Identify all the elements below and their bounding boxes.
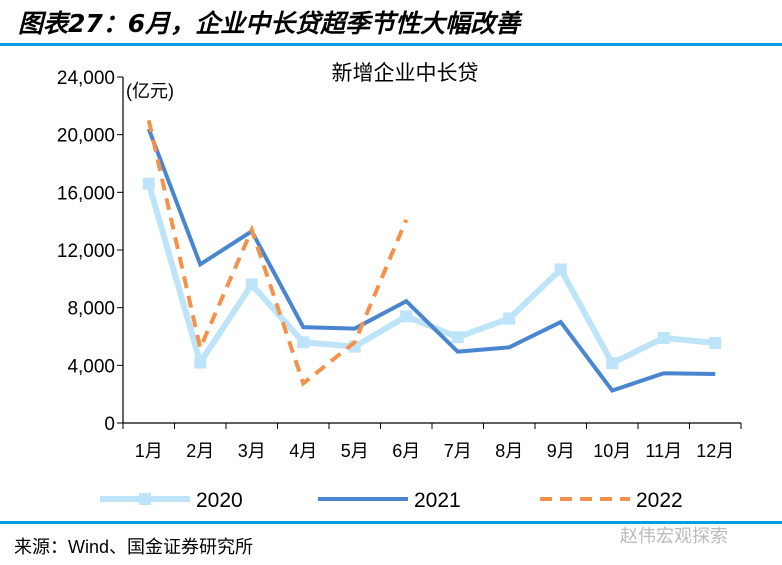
figure-title: 图表27：6月，企业中长贷超季节性大幅改善: [18, 9, 521, 38]
x-tick-label: 3月: [238, 441, 266, 461]
x-tick-label: 5月: [341, 441, 369, 461]
y-tick-label: 12,000: [57, 241, 115, 262]
watermark: 赵伟宏观探索: [620, 526, 728, 546]
data-point-2020: [245, 278, 258, 291]
data-point-2020: [297, 336, 310, 349]
data-point-2020: [657, 331, 670, 344]
data-point-2020: [142, 177, 155, 190]
series-line-2020: [145, 182, 716, 370]
x-tick-label: 7月: [444, 441, 472, 461]
data-point-2020: [400, 310, 413, 323]
y-tick-label: 20,000: [57, 126, 115, 147]
x-tick-label: 8月: [495, 441, 523, 461]
y-tick-label: 24,000: [57, 68, 115, 89]
x-tick-label: 1月: [135, 441, 163, 461]
data-point-2020: [606, 357, 619, 370]
legend-label-2020: 2020: [196, 489, 243, 512]
x-tick-label: 6月: [392, 441, 420, 461]
y-axis-unit: (亿元): [126, 81, 174, 101]
series-line-2021: [146, 128, 716, 393]
x-tick-label: 12月: [696, 441, 734, 461]
y-tick-label: 0: [104, 414, 115, 435]
legend-label-2022: 2022: [636, 489, 683, 512]
line-chart: 新增企业中长贷 (亿元) 0 4,000 8,000 12,000 16,000 20,000…: [57, 61, 742, 512]
data-point-2020: [451, 331, 464, 344]
y-tick-label: 8,000: [67, 299, 115, 320]
chart-title: 新增企业中长贷: [332, 61, 479, 85]
data-point-2020: [554, 263, 567, 276]
bottom-rule: [0, 521, 782, 524]
x-tick-label: 2月: [186, 441, 214, 461]
x-tick-label: 11月: [645, 441, 682, 461]
series-line-2022: [146, 119, 409, 387]
data-point-2020: [194, 356, 207, 369]
legend-marker-2020: [139, 493, 151, 505]
data-point-2020: [503, 312, 516, 325]
x-tick-label: 9月: [547, 441, 575, 461]
legend-label-2021: 2021: [414, 489, 461, 512]
source-note: 来源：Wind、国金证券研究所: [14, 537, 254, 557]
data-point-2020: [709, 336, 722, 349]
x-tick-label: 4月: [289, 441, 317, 461]
y-tick-label: 16,000: [57, 183, 115, 204]
x-tick-label: 10月: [593, 441, 631, 461]
y-tick-label: 4,000: [67, 356, 115, 377]
top-rule: [0, 43, 782, 46]
